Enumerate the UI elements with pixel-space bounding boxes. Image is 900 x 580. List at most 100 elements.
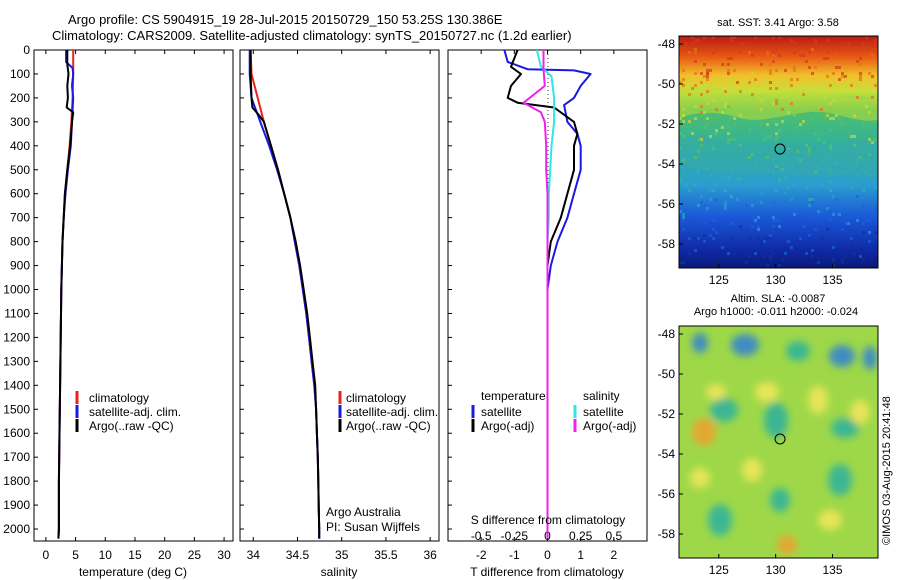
credit-pi: PI: Susan Wijffels — [326, 520, 420, 534]
sst-pixel — [793, 114, 796, 117]
sst-pixel — [871, 75, 874, 78]
sst-map-axes: 125 130 135 -48 -50 -52 -54 -56 -58 — [658, 37, 843, 287]
sst-pixel — [868, 138, 871, 141]
sst-pixel — [682, 159, 685, 162]
sst-pixel — [841, 177, 844, 180]
sst-pixel — [730, 93, 733, 96]
sst-pixel — [781, 162, 784, 165]
sst-pixel — [805, 174, 808, 177]
temperature-argo-line — [506, 49, 579, 539]
sst-pixel — [709, 174, 712, 177]
sst-pixel — [766, 237, 769, 240]
y-tick-label: 1000 — [3, 283, 30, 297]
credit-argo-australia: Argo Australia — [326, 505, 401, 519]
sst-pixel — [754, 165, 757, 168]
sst-pixel — [694, 156, 697, 159]
sst-pixel — [706, 72, 709, 75]
sst-pixel — [688, 120, 691, 123]
x-tick-label: -1 — [509, 548, 520, 562]
t-difference-x-label: T difference from climatology — [470, 565, 624, 579]
difference-panel: -2 -1 0 1 2 -0.5 -0.25 0 0.25 0.5 T difference f… — [447, 49, 648, 579]
sst-pixel — [682, 228, 685, 231]
sst-pixel — [745, 204, 748, 207]
sst-pixel — [739, 42, 742, 45]
temperature-panel: 0100200300400500600700800900100011001200… — [3, 43, 234, 579]
y-tick-label: 1100 — [4, 306, 30, 320]
sst-pixel — [703, 234, 706, 237]
sst-pixel — [721, 246, 724, 249]
legend-title-temperature: temperature — [481, 389, 546, 403]
sst-pixel — [769, 72, 772, 75]
sst-pixel — [709, 246, 712, 249]
sst-pixel — [703, 63, 706, 66]
sst-pixel — [685, 183, 688, 186]
sst-pixel — [715, 198, 718, 201]
y-tick-label: 1800 — [3, 474, 30, 488]
sst-pixel — [763, 138, 766, 141]
sst-pixel — [823, 141, 826, 144]
sst-pixel — [829, 219, 832, 222]
legend-label-argo: Argo(..raw -QC) — [89, 419, 174, 433]
sst-pixel — [697, 183, 700, 186]
sst-pixel — [751, 72, 754, 75]
sst-pixel — [727, 252, 730, 255]
sst-pixel — [793, 42, 796, 45]
sst-pixel — [775, 87, 778, 90]
sst-pixel — [841, 258, 844, 261]
sst-pixel — [772, 51, 775, 54]
sst-pixel — [703, 213, 706, 216]
sst-pixel — [712, 189, 715, 192]
sst-pixel — [820, 171, 823, 174]
sla-anomaly — [777, 535, 797, 555]
legend-label-climatology: climatology — [346, 391, 406, 405]
sst-pixel — [808, 153, 811, 156]
sst-pixel — [682, 216, 685, 219]
sst-pixel — [760, 99, 763, 102]
sst-pixel — [703, 246, 706, 249]
sst-pixel — [868, 249, 871, 252]
sla-map-title-line2: Argo h1000: -0.011 h2000: -0.024 — [694, 306, 858, 318]
sst-pixel — [778, 129, 781, 132]
sst-pixel — [850, 162, 853, 165]
sst-pixel — [736, 60, 739, 63]
lat-tick-label: -50 — [658, 367, 676, 381]
sst-pixel — [862, 204, 865, 207]
sst-pixel — [682, 135, 685, 138]
sst-pixel — [841, 228, 844, 231]
x-tick-label: 20 — [158, 548, 172, 562]
sst-pixel — [829, 129, 832, 132]
sst-pixel — [733, 252, 736, 255]
lon-tick-label: 130 — [766, 563, 786, 577]
sst-pixel — [745, 261, 748, 264]
sst-pixel — [682, 213, 685, 216]
sst-pixel — [775, 168, 778, 171]
sst-pixel — [778, 264, 781, 267]
lat-tick-label: -50 — [658, 77, 676, 91]
sst-pixel — [688, 141, 691, 144]
sst-pixel — [832, 99, 835, 102]
sst-pixel — [871, 141, 874, 144]
sst-pixel — [730, 138, 733, 141]
sst-pixel — [766, 51, 769, 54]
sst-pixel — [805, 87, 808, 90]
sst-pixel — [703, 75, 706, 78]
sst-pixel — [694, 237, 697, 240]
sst-pixel — [727, 63, 730, 66]
sst-pixel — [769, 81, 772, 84]
sst-pixel — [826, 114, 829, 117]
legend-label-satellite-adj: satellite-adj. clim. — [346, 405, 438, 419]
sst-pixel — [787, 147, 790, 150]
sst-pixel — [748, 129, 751, 132]
sst-pixel — [766, 264, 769, 267]
legend-title-salinity: salinity — [583, 389, 620, 403]
sst-pixel — [682, 84, 685, 87]
sst-pixel — [862, 93, 865, 96]
sst-pixel — [874, 231, 877, 234]
sst-pixel — [712, 147, 715, 150]
sst-pixel — [838, 165, 841, 168]
sst-pixel — [790, 102, 793, 105]
sst-pixel — [829, 117, 832, 120]
sst-pixel — [700, 243, 703, 246]
sst-pixel — [781, 168, 784, 171]
temperature-difference-axis: -2 -1 0 1 2 — [476, 50, 617, 562]
